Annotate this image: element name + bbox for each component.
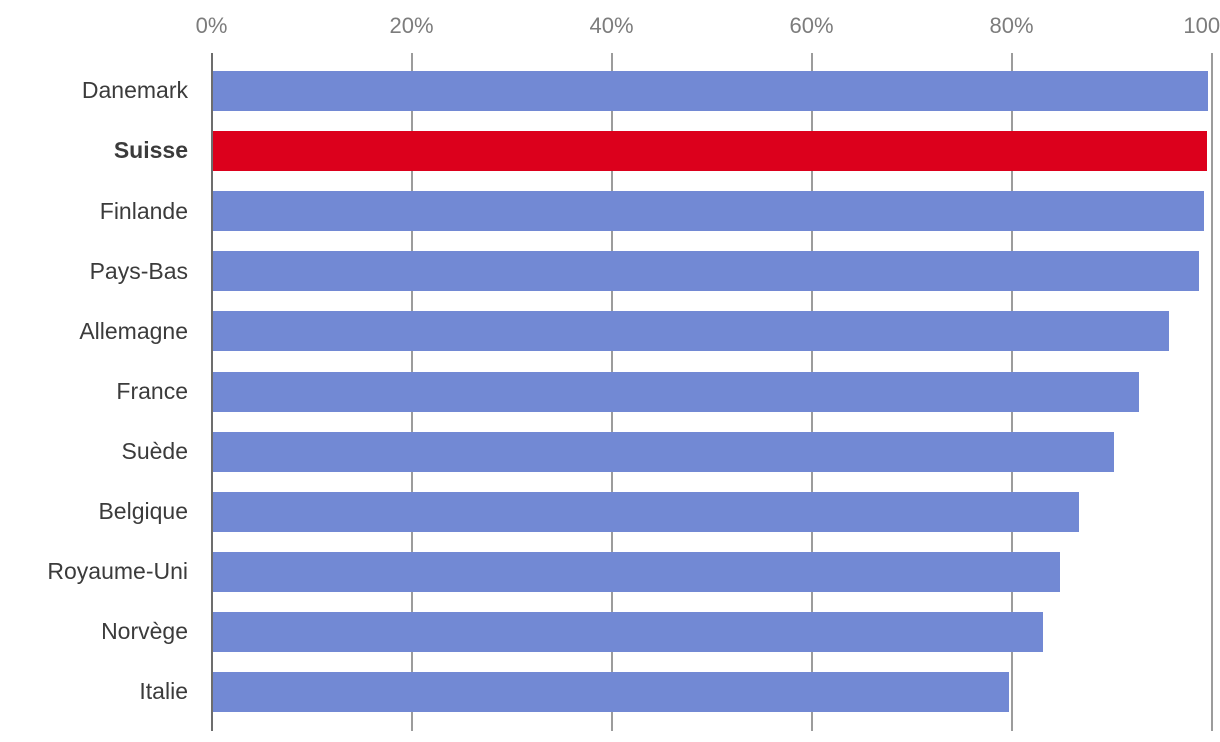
bar-track bbox=[212, 251, 1213, 292]
chart-row: Allemagne bbox=[0, 301, 1220, 361]
category-label: Royaume-Uni bbox=[47, 558, 188, 585]
x-tick-label: 100% bbox=[1183, 13, 1220, 38]
bar bbox=[212, 671, 1009, 712]
x-tick-label: 20% bbox=[389, 13, 434, 38]
gridline bbox=[1210, 53, 1213, 731]
bar bbox=[212, 491, 1079, 532]
category-label: Belgique bbox=[98, 498, 188, 525]
category-label: Suisse bbox=[113, 137, 188, 164]
bar bbox=[212, 191, 1204, 232]
bar bbox=[212, 431, 1114, 472]
chart-row: Finlande bbox=[0, 181, 1220, 241]
bar-track bbox=[212, 191, 1213, 232]
bar-track bbox=[212, 371, 1213, 412]
x-tick-label: 0% bbox=[195, 13, 228, 38]
chart-row: Italie bbox=[0, 662, 1220, 722]
chart-row: Norvège bbox=[0, 602, 1220, 662]
bar-track bbox=[212, 491, 1213, 532]
category-label: Norvège bbox=[101, 618, 188, 645]
bar-track bbox=[212, 71, 1213, 112]
bar-highlighted bbox=[212, 131, 1207, 172]
bar-track bbox=[212, 671, 1213, 712]
chart-row: Belgique bbox=[0, 482, 1220, 542]
chart-row: Suède bbox=[0, 422, 1220, 482]
category-label: Finlande bbox=[99, 197, 188, 224]
bar-track bbox=[212, 611, 1213, 652]
chart-row: France bbox=[0, 361, 1220, 421]
bar-track bbox=[212, 131, 1213, 172]
category-label: France bbox=[116, 377, 188, 404]
bar bbox=[212, 371, 1139, 412]
x-tick-label: 80% bbox=[989, 13, 1034, 38]
chart-row: Royaume-Uni bbox=[0, 542, 1220, 602]
y-axis-line bbox=[210, 53, 213, 731]
bar-rows: Danemark Suisse Finlande Pays-Bas Allemagne F… bbox=[0, 61, 1220, 722]
bar bbox=[212, 551, 1060, 592]
x-tick-label: 60% bbox=[789, 13, 834, 38]
bar-track bbox=[212, 551, 1213, 592]
category-label: Pays-Bas bbox=[89, 257, 188, 284]
bar bbox=[212, 251, 1199, 292]
x-tick-label: 40% bbox=[589, 13, 634, 38]
chart-row: Suisse bbox=[0, 121, 1220, 181]
category-label: Allemagne bbox=[79, 317, 188, 344]
bar-track bbox=[212, 431, 1213, 472]
bar bbox=[212, 311, 1169, 352]
category-label: Danemark bbox=[81, 77, 188, 104]
chart-row: Danemark bbox=[0, 61, 1220, 121]
bar-track bbox=[212, 311, 1213, 352]
bar bbox=[212, 611, 1043, 652]
category-label: Italie bbox=[139, 678, 188, 705]
category-label: Suède bbox=[121, 437, 188, 464]
chart-row: Pays-Bas bbox=[0, 241, 1220, 301]
bar bbox=[212, 71, 1208, 112]
